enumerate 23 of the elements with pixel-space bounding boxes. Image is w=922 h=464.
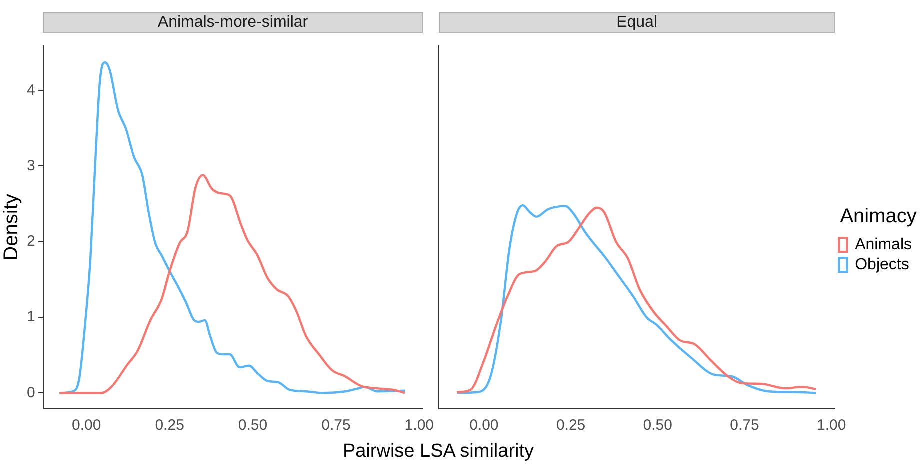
x-tick-label: 1.00	[817, 417, 846, 434]
x-tick-label: 0.50	[643, 417, 672, 434]
x-tick-label: 0.25	[155, 417, 184, 434]
x-axis-title: Pairwise LSA similarity	[342, 441, 536, 463]
x-tick-label: 0.50	[238, 417, 268, 434]
x-tick-label: 0.00	[470, 417, 499, 434]
x-tick-label: 0.75	[322, 417, 351, 434]
y-tick-label: 4	[27, 82, 36, 99]
x-tick-label: 0.00	[72, 417, 102, 434]
line-series	[58, 174, 406, 394]
x-tick-label: 1.00	[404, 417, 434, 434]
y-tick-label: 3	[27, 157, 36, 174]
legend-label: Objects	[855, 256, 910, 274]
y-tick-label: 2	[27, 233, 36, 250]
chart-title: Animals-more-similar	[43, 12, 423, 33]
legend-label: Animals	[855, 236, 912, 254]
x-tick-label: 0.75	[730, 417, 760, 434]
chart-title: Equal	[439, 12, 836, 33]
y-axis-title: Density	[0, 194, 23, 261]
legend-title: Animacy	[840, 206, 917, 228]
y-tick-label: 1	[27, 308, 36, 326]
y-tick-label: 0	[27, 384, 36, 402]
x-tick-label: 0.25	[556, 417, 586, 434]
